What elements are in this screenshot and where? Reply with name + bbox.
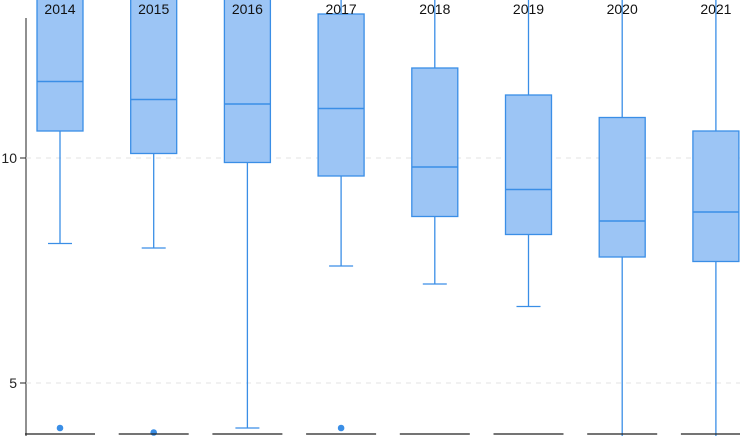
box-2020: [598, 0, 646, 436]
x-tick-label-2016: 2016: [232, 1, 263, 17]
iqr-box: [130, 0, 178, 155]
box-2021: [692, 0, 740, 436]
iqr-box: [504, 94, 553, 236]
iqr-box: [411, 67, 459, 218]
y-tick-label-10: 10: [1, 150, 17, 166]
box-2017: [317, 0, 365, 432]
box-2018: [411, 0, 459, 285]
x-tick-label-2014: 2014: [44, 1, 75, 17]
box-2019: [504, 0, 553, 308]
iqr-box: [36, 0, 84, 132]
x-tick-label-2020: 2020: [607, 1, 638, 17]
iqr-box: [317, 13, 365, 177]
box-2014: [36, 0, 84, 432]
y-tick-label-5: 5: [9, 375, 17, 391]
box-2016: [223, 0, 272, 429]
box-2015: [130, 0, 178, 436]
x-tick-label-2015: 2015: [138, 1, 169, 17]
outlier-point: [150, 429, 157, 436]
x-axis-ticks: 2014 2015 2016 2017 2018 2019 2020 2021: [25, 1, 740, 435]
x-tick-label-2017: 2017: [326, 1, 357, 17]
outlier-point: [56, 424, 64, 432]
y-axis-ticks: 5101520: [1, 150, 26, 391]
iqr-box: [692, 130, 740, 263]
outlier-point: [337, 424, 345, 432]
x-tick-label-2019: 2019: [513, 1, 544, 17]
x-tick-label-2021: 2021: [700, 1, 731, 17]
iqr-box: [223, 0, 272, 164]
boxes: [36, 0, 740, 436]
iqr-box: [598, 116, 646, 258]
x-tick-label-2018: 2018: [419, 1, 450, 17]
